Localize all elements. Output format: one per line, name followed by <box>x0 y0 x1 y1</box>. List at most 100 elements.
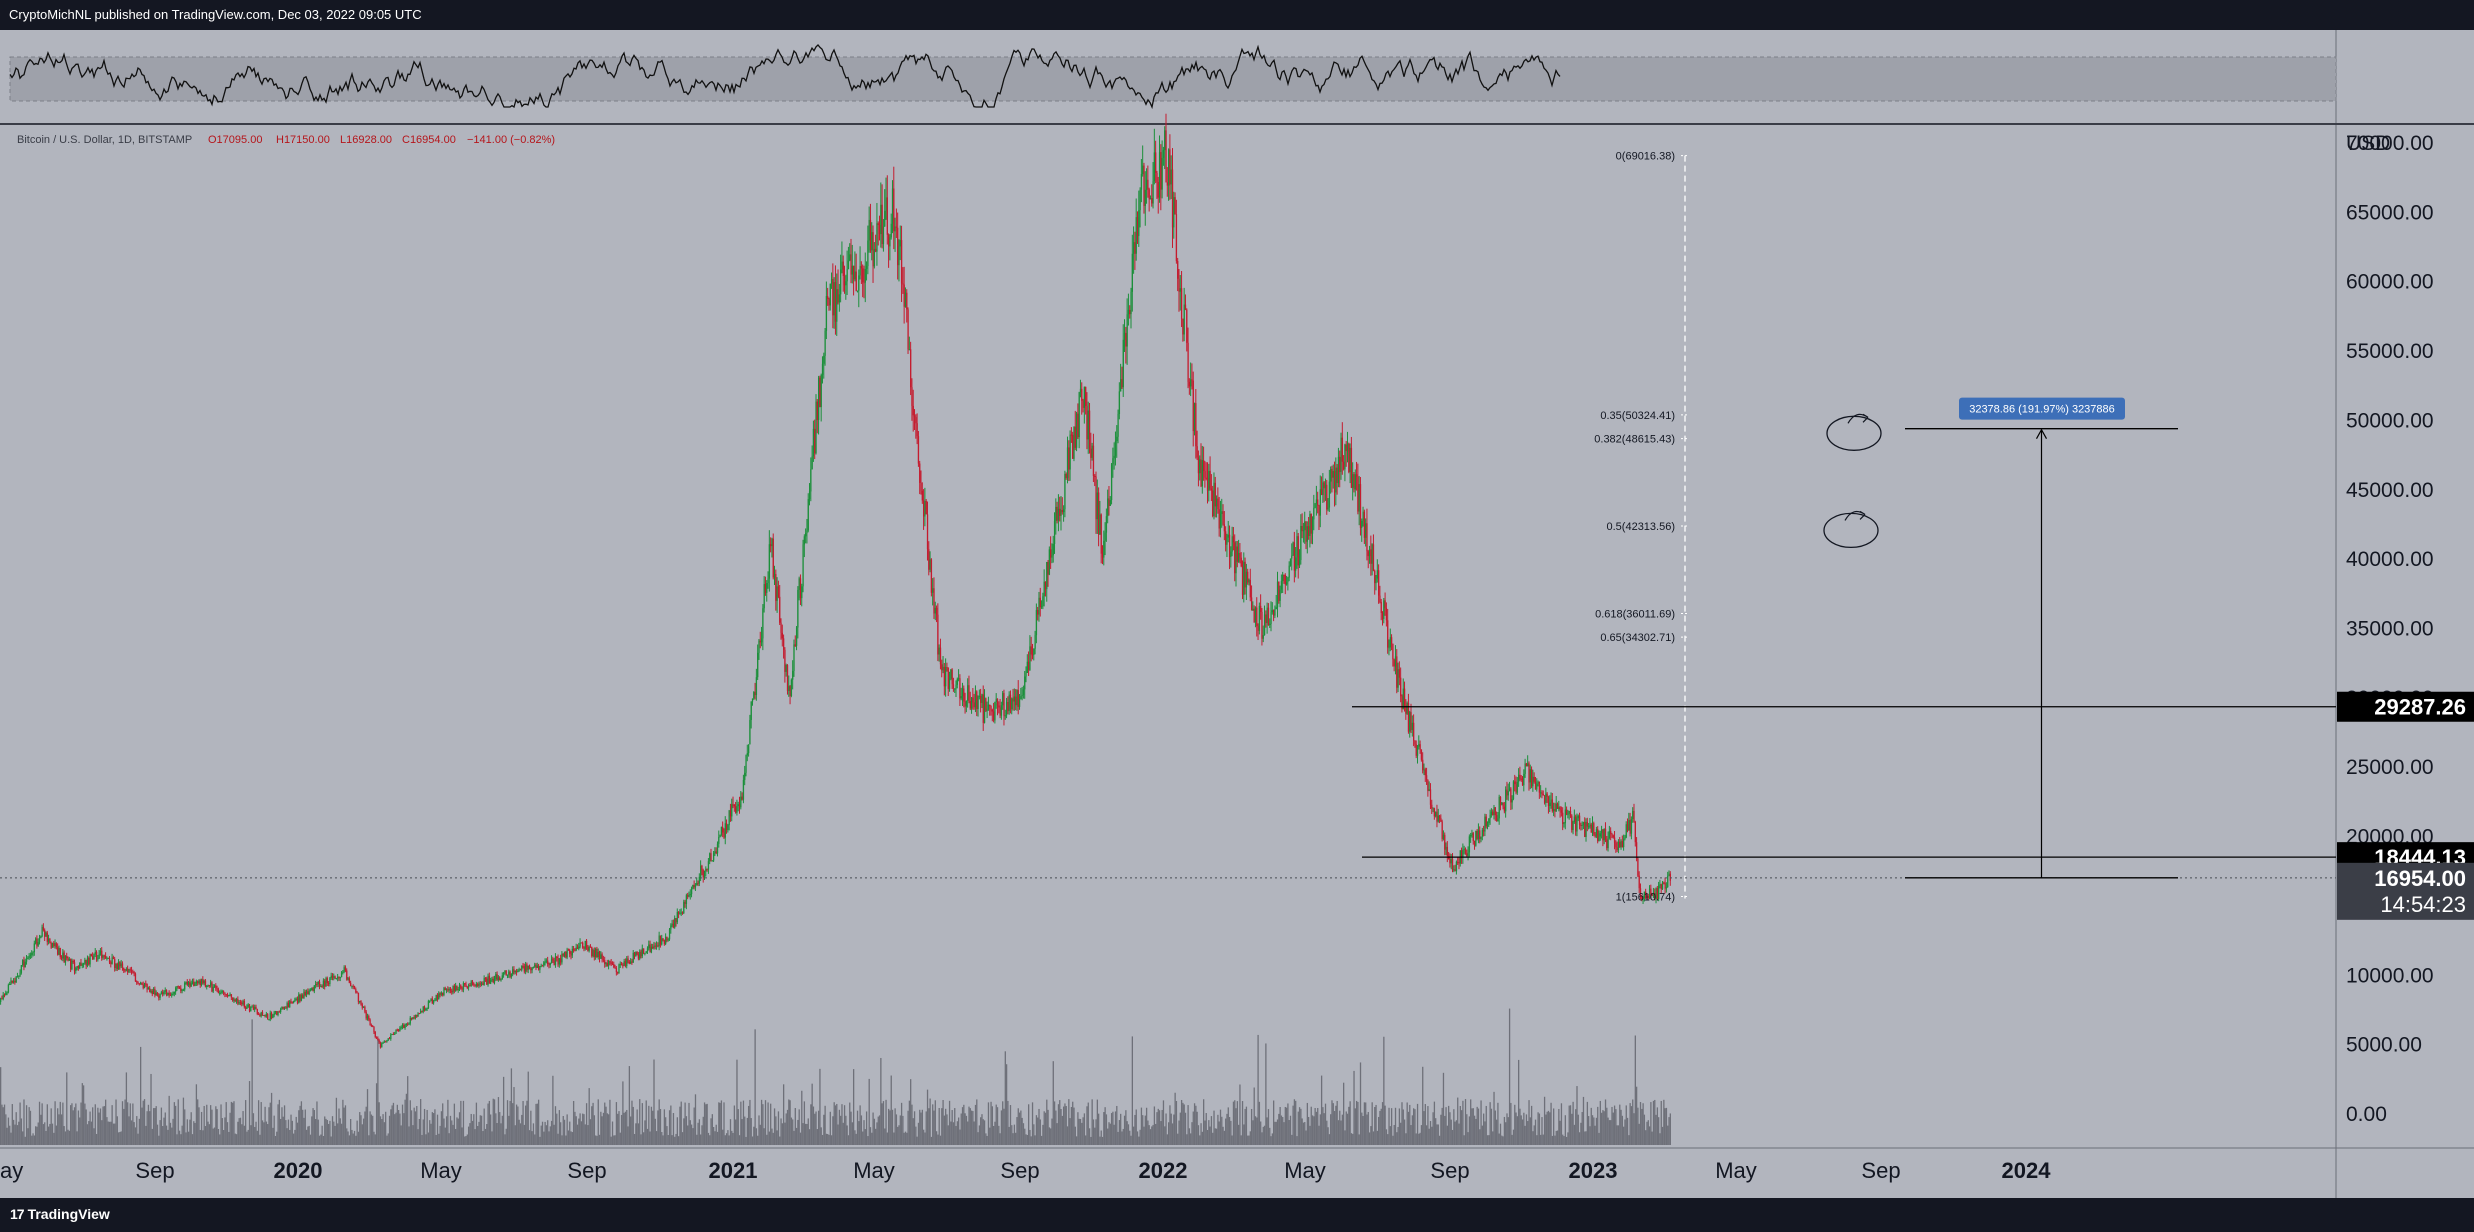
candle-body <box>562 954 564 956</box>
candle-body <box>41 926 43 937</box>
volume-bar <box>1302 1122 1305 1145</box>
candle-body <box>59 947 61 958</box>
volume-bar <box>753 1126 755 1145</box>
candle-body <box>362 1006 365 1008</box>
volume-bar <box>280 1118 282 1145</box>
volume-bar <box>1427 1106 1429 1145</box>
candle-body <box>741 796 743 800</box>
volume-bar <box>1315 1111 1318 1145</box>
candle-body <box>407 1023 409 1025</box>
candle-body <box>1304 521 1306 531</box>
volume-bar <box>762 1104 764 1145</box>
candle-body <box>535 964 537 968</box>
candle-body <box>685 895 688 904</box>
candle-body <box>189 982 191 987</box>
volume-bar <box>22 1131 24 1145</box>
volume-bar <box>1025 1134 1027 1145</box>
candle-body <box>1099 514 1101 535</box>
candle-body <box>1112 458 1114 465</box>
candle-body <box>114 959 116 969</box>
volume-bar <box>198 1107 200 1145</box>
volume-bar <box>1077 1112 1079 1145</box>
volume-bar <box>1610 1120 1612 1145</box>
fib-retracement[interactable]: 0(69016.38)0.35(50324.41)0.382(48615.43)… <box>1594 151 1689 904</box>
candle-body <box>1313 507 1315 520</box>
volume-bar <box>521 1114 523 1145</box>
volume-bar <box>359 1112 361 1145</box>
volume-bar <box>1490 1108 1493 1145</box>
volume-bar <box>307 1126 309 1145</box>
candle-body <box>1512 781 1515 800</box>
volume-bar <box>36 1126 38 1145</box>
candle-body <box>449 988 452 991</box>
candle-body <box>254 1006 256 1010</box>
candle-body <box>969 701 971 709</box>
volume-bar <box>777 1111 780 1145</box>
volume-bar <box>1392 1135 1394 1145</box>
volume-bar <box>798 1109 800 1145</box>
candle-body <box>1057 508 1060 521</box>
candle-body <box>1418 744 1420 747</box>
candle-body <box>1260 605 1262 612</box>
volume-bar <box>1238 1124 1240 1145</box>
volume-bar <box>1226 1113 1228 1145</box>
candle-body <box>995 698 997 702</box>
volume-bar <box>539 1136 541 1145</box>
candle-body <box>1317 499 1319 506</box>
candle-body <box>436 995 439 1000</box>
volume-bar <box>1039 1119 1041 1145</box>
candle-body <box>915 417 917 424</box>
candle-body <box>1546 793 1548 797</box>
volume-bar <box>1104 1107 1106 1145</box>
candle-body <box>1484 816 1486 832</box>
volume-bar <box>119 1131 121 1145</box>
volume-bar <box>1473 1115 1476 1145</box>
volume-bar <box>1381 1102 1384 1145</box>
tradingview-brand: TradingView <box>27 1206 110 1222</box>
candle-body <box>645 951 647 954</box>
volume-bar <box>55 1125 58 1145</box>
drawings[interactable] <box>1823 413 1882 549</box>
candle-body <box>1086 405 1088 440</box>
candle-body <box>610 962 612 964</box>
candle-body <box>210 982 212 986</box>
volume-bar <box>536 1103 538 1145</box>
volume-bar <box>772 1132 774 1145</box>
time-axis[interactable]: ay Sep 2020 May Sep 2021 May Sep 2022 May Sep 2023 M… <box>0 1158 2051 1183</box>
candle-body <box>963 688 965 702</box>
candle-body <box>193 981 195 986</box>
volume-bar <box>999 1133 1001 1145</box>
footer-bar: 17 TradingView <box>0 1198 2474 1232</box>
volume-bar <box>1586 1101 1589 1145</box>
candle-body <box>168 992 170 995</box>
volume-bar <box>1333 1111 1336 1145</box>
volume-bar <box>1398 1108 1401 1145</box>
price-axis[interactable]: 70000.0065000.0060000.0055000.0050000.00… <box>2346 132 2434 1126</box>
volume-bar <box>1088 1128 1091 1145</box>
candle-body <box>1201 460 1204 487</box>
volume-bar <box>1562 1134 1564 1145</box>
candle-body <box>1471 833 1473 836</box>
volume-bar <box>812 1106 815 1145</box>
volume-bar <box>881 1103 883 1145</box>
volume-bar <box>1293 1099 1296 1145</box>
volume-bar <box>569 1121 571 1145</box>
candle-body <box>1200 459 1202 487</box>
candle-body <box>1357 476 1359 512</box>
volume-bar <box>1428 1128 1430 1145</box>
volume-bar <box>509 1100 511 1145</box>
candle-body <box>1597 829 1599 842</box>
candle-body <box>758 640 760 653</box>
candle-body <box>1320 489 1323 495</box>
volume-bar <box>1199 1135 1201 1145</box>
candle-body <box>574 950 576 952</box>
volume-bar <box>73 1107 76 1145</box>
candle-body <box>233 999 235 1001</box>
candle-body <box>97 958 99 960</box>
tradingview-logo[interactable]: 17 TradingView <box>10 1206 110 1222</box>
volume-bar <box>1498 1133 1500 1145</box>
price-range-measure[interactable]: 32378.86 (191.97%) 3237886 <box>1905 397 2178 879</box>
candle-body <box>35 938 37 944</box>
volume-bar <box>1320 1075 1323 1145</box>
